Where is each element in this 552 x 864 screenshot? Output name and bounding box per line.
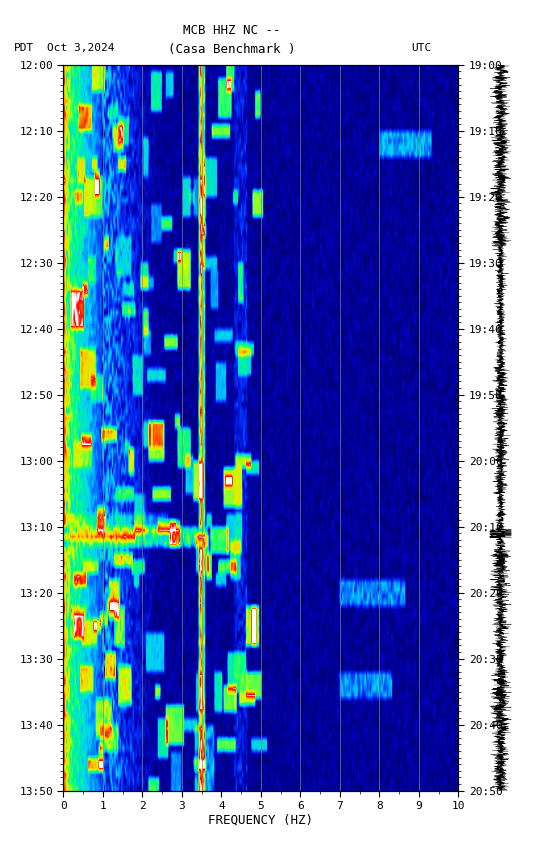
Text: PDT: PDT bbox=[14, 43, 34, 54]
Text: (Casa Benchmark ): (Casa Benchmark ) bbox=[168, 43, 295, 56]
Text: Oct 3,2024: Oct 3,2024 bbox=[47, 43, 114, 54]
X-axis label: FREQUENCY (HZ): FREQUENCY (HZ) bbox=[209, 814, 314, 827]
Text: UTC: UTC bbox=[411, 43, 432, 54]
Text: MCB HHZ NC --: MCB HHZ NC -- bbox=[183, 24, 280, 37]
